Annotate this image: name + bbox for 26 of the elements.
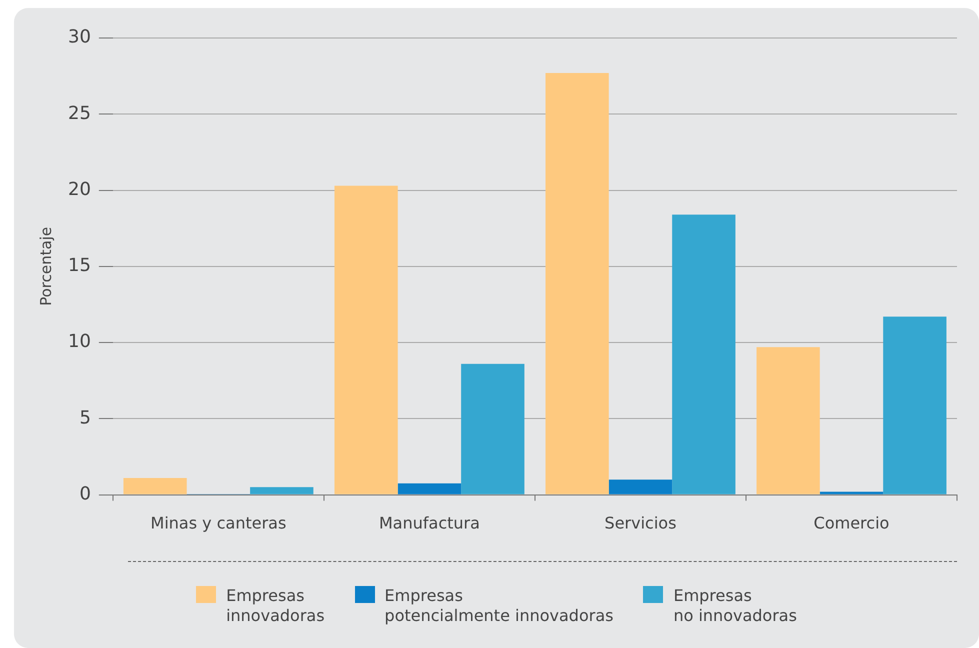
bar [820,492,884,494]
x-tick-label: Minas y canteras [150,514,286,533]
legend-label: Empresas potencialmente innovadoras [384,586,614,626]
y-tick-label: 0 [79,483,91,504]
bar [123,478,187,494]
y-tick-label: 25 [68,102,91,124]
bar [608,480,672,494]
bar [250,487,314,494]
bar [883,316,946,494]
bar [398,483,462,494]
bar [546,73,609,494]
y-tick-label: 10 [68,331,91,352]
bar [672,214,736,494]
y-tick-label: 20 [68,178,91,200]
y-tick-label: 5 [79,407,91,428]
x-tick-label: Servicios [604,514,676,533]
bar [756,347,820,494]
bar [334,186,398,494]
x-tick-label: Comercio [814,514,890,533]
y-tick-label: 30 [68,26,91,48]
y-axis-title: Porcentaje [36,226,55,306]
x-tick-label: Manufactura [378,514,480,533]
legend-label: Empresas innovadoras [226,586,325,626]
bar [461,364,524,494]
y-tick-label: 15 [68,255,91,276]
legend-label: Empresas no innovadoras [673,586,797,626]
